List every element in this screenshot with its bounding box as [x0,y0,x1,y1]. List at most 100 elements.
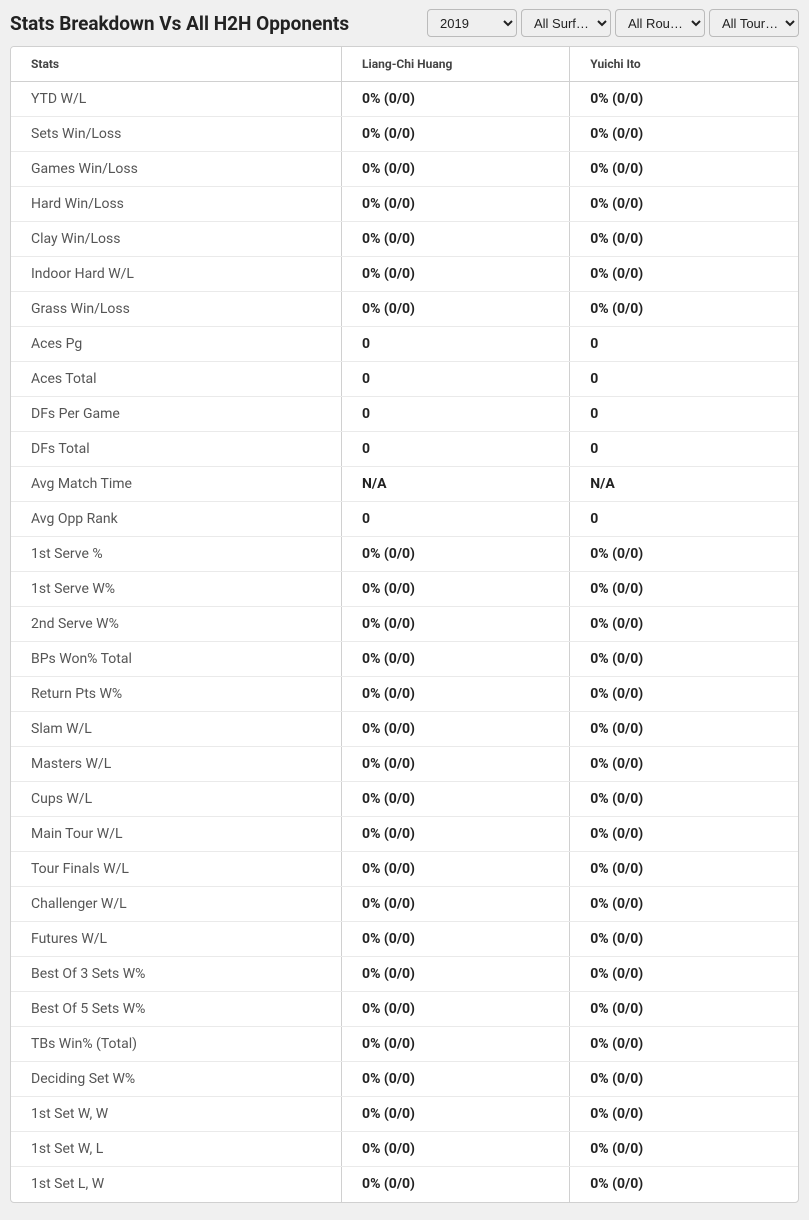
stat-label: BPs Won% Total [11,642,342,677]
stat-label: Grass Win/Loss [11,292,342,327]
stat-value-player2: 0 [570,362,798,397]
table-row: Hard Win/Loss0% (0/0)0% (0/0) [11,187,798,222]
table-row: Indoor Hard W/L0% (0/0)0% (0/0) [11,257,798,292]
stat-value-player2: 0% (0/0) [570,782,798,817]
tour-select[interactable]: All Tour… [709,9,799,37]
stat-label: Avg Opp Rank [11,502,342,537]
stat-value-player2: 0% (0/0) [570,642,798,677]
stat-label: YTD W/L [11,82,342,117]
table-row: DFs Total00 [11,432,798,467]
stat-label: Return Pts W% [11,677,342,712]
stat-value-player1: 0% (0/0) [342,257,570,292]
stat-value-player1: 0 [342,362,570,397]
table-header-row: Stats Liang-Chi Huang Yuichi Ito [11,47,798,82]
stat-label: Slam W/L [11,712,342,747]
table-row: Challenger W/L0% (0/0)0% (0/0) [11,887,798,922]
col-header-stats: Stats [11,47,342,82]
year-select[interactable]: 2019 [427,9,517,37]
table-row: Avg Opp Rank00 [11,502,798,537]
stat-value-player1: 0% (0/0) [342,677,570,712]
table-row: Avg Match TimeN/AN/A [11,467,798,502]
stat-value-player2: 0% (0/0) [570,222,798,257]
stat-value-player2: 0 [570,432,798,467]
stat-label: Deciding Set W% [11,1062,342,1097]
stat-value-player1: 0% (0/0) [342,782,570,817]
table-row: Grass Win/Loss0% (0/0)0% (0/0) [11,292,798,327]
stat-label: 1st Set W, L [11,1132,342,1167]
stat-value-player1: 0% (0/0) [342,887,570,922]
table-row: 1st Serve W%0% (0/0)0% (0/0) [11,572,798,607]
stat-value-player1: 0% (0/0) [342,1132,570,1167]
stat-value-player1: 0% (0/0) [342,117,570,152]
stat-value-player1: 0% (0/0) [342,712,570,747]
stat-value-player1: 0% (0/0) [342,992,570,1027]
table-row: 1st Set L, W0% (0/0)0% (0/0) [11,1167,798,1202]
stats-table: Stats Liang-Chi Huang Yuichi Ito YTD W/L… [11,47,798,1202]
stat-value-player2: 0% (0/0) [570,572,798,607]
table-row: YTD W/L0% (0/0)0% (0/0) [11,82,798,117]
table-row: BPs Won% Total0% (0/0)0% (0/0) [11,642,798,677]
stat-label: Masters W/L [11,747,342,782]
stat-label: 1st Set W, W [11,1097,342,1132]
stat-value-player1: 0% (0/0) [342,1167,570,1202]
stat-label: Main Tour W/L [11,817,342,852]
stat-value-player1: N/A [342,467,570,502]
stat-value-player2: 0 [570,397,798,432]
table-row: Tour Finals W/L0% (0/0)0% (0/0) [11,852,798,887]
stat-value-player1: 0% (0/0) [342,1062,570,1097]
stat-label: Avg Match Time [11,467,342,502]
stat-value-player1: 0% (0/0) [342,817,570,852]
stat-value-player2: 0% (0/0) [570,747,798,782]
stat-value-player1: 0 [342,432,570,467]
stat-value-player1: 0% (0/0) [342,922,570,957]
stat-label: Hard Win/Loss [11,187,342,222]
stat-value-player1: 0 [342,397,570,432]
col-header-player2: Yuichi Ito [570,47,798,82]
stat-label: Best Of 5 Sets W% [11,992,342,1027]
stats-header: Stats Breakdown Vs All H2H Opponents 201… [0,0,809,46]
stat-label: 1st Serve W% [11,572,342,607]
stat-value-player1: 0% (0/0) [342,152,570,187]
stat-label: DFs Per Game [11,397,342,432]
stat-value-player2: 0% (0/0) [570,187,798,222]
stat-value-player2: 0% (0/0) [570,992,798,1027]
stat-value-player2: 0% (0/0) [570,1027,798,1062]
table-row: Return Pts W%0% (0/0)0% (0/0) [11,677,798,712]
stat-label: Indoor Hard W/L [11,257,342,292]
stat-value-player1: 0% (0/0) [342,607,570,642]
col-header-player1: Liang-Chi Huang [342,47,570,82]
stat-value-player1: 0% (0/0) [342,642,570,677]
surface-select[interactable]: All Surf… [521,9,611,37]
stat-value-player1: 0% (0/0) [342,747,570,782]
stat-value-player2: 0% (0/0) [570,712,798,747]
table-row: Aces Pg00 [11,327,798,362]
round-select[interactable]: All Rou… [615,9,705,37]
table-row: TBs Win% (Total)0% (0/0)0% (0/0) [11,1027,798,1062]
table-row: 1st Serve %0% (0/0)0% (0/0) [11,537,798,572]
stat-value-player2: 0 [570,502,798,537]
stat-label: 1st Serve % [11,537,342,572]
stat-value-player2: 0% (0/0) [570,1062,798,1097]
stat-value-player2: N/A [570,467,798,502]
stat-value-player2: 0% (0/0) [570,607,798,642]
stat-value-player1: 0% (0/0) [342,852,570,887]
stat-value-player1: 0% (0/0) [342,1027,570,1062]
stat-value-player2: 0% (0/0) [570,957,798,992]
table-row: Best Of 5 Sets W%0% (0/0)0% (0/0) [11,992,798,1027]
stat-value-player1: 0% (0/0) [342,82,570,117]
table-row: Deciding Set W%0% (0/0)0% (0/0) [11,1062,798,1097]
stat-value-player2: 0% (0/0) [570,922,798,957]
stat-value-player1: 0 [342,327,570,362]
stat-value-player1: 0% (0/0) [342,1097,570,1132]
stat-label: 2nd Serve W% [11,607,342,642]
stats-table-wrap: Stats Liang-Chi Huang Yuichi Ito YTD W/L… [10,46,799,1203]
stat-label: Tour Finals W/L [11,852,342,887]
stat-label: Futures W/L [11,922,342,957]
stat-value-player2: 0% (0/0) [570,292,798,327]
stat-value-player2: 0% (0/0) [570,1167,798,1202]
table-row: Best Of 3 Sets W%0% (0/0)0% (0/0) [11,957,798,992]
table-row: Aces Total00 [11,362,798,397]
table-row: 2nd Serve W%0% (0/0)0% (0/0) [11,607,798,642]
stat-label: Aces Pg [11,327,342,362]
filter-group: 2019 All Surf… All Rou… All Tour… [427,9,799,37]
